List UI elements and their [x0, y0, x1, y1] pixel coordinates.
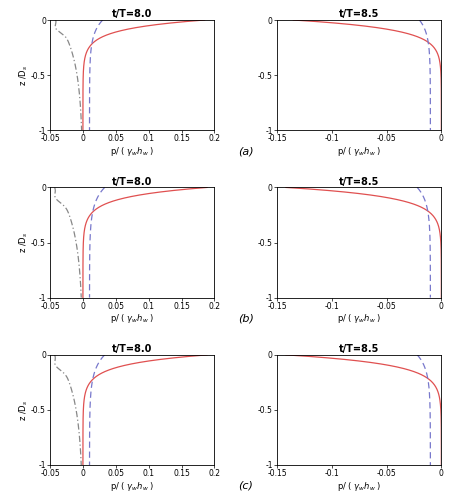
X-axis label: p/ ( $\gamma_w h_w$ ): p/ ( $\gamma_w h_w$ ) — [110, 144, 154, 158]
Y-axis label: z /D$_s$: z /D$_s$ — [17, 232, 30, 253]
Title: t/T=8.0: t/T=8.0 — [112, 176, 152, 186]
Text: (b): (b) — [238, 314, 253, 324]
X-axis label: p/ ( $\gamma_w h_w$ ): p/ ( $\gamma_w h_w$ ) — [110, 480, 154, 492]
Title: t/T=8.5: t/T=8.5 — [339, 176, 379, 186]
X-axis label: p/ ( $\gamma_w h_w$ ): p/ ( $\gamma_w h_w$ ) — [110, 312, 154, 325]
Title: t/T=8.0: t/T=8.0 — [112, 344, 152, 354]
X-axis label: p/ ( $\gamma_w h_w$ ): p/ ( $\gamma_w h_w$ ) — [337, 312, 381, 325]
Y-axis label: z /D$_s$: z /D$_s$ — [17, 399, 30, 420]
Title: t/T=8.5: t/T=8.5 — [339, 9, 379, 19]
Text: (a): (a) — [238, 146, 253, 156]
Title: t/T=8.0: t/T=8.0 — [112, 9, 152, 19]
Text: (c): (c) — [238, 481, 253, 491]
Legend: Location P1, Location P2, Location P3: Location P1, Location P2, Location P3 — [318, 229, 384, 256]
Legend: Location P1, Location P2, Location P3: Location P1, Location P2, Location P3 — [318, 62, 384, 88]
Legend: Location P1, Location P2, Location P3: Location P1, Location P2, Location P3 — [318, 396, 384, 423]
X-axis label: p/ ( $\gamma_w h_w$ ): p/ ( $\gamma_w h_w$ ) — [337, 480, 381, 492]
Y-axis label: z /D$_s$: z /D$_s$ — [17, 64, 30, 86]
X-axis label: p/ ( $\gamma_w h_w$ ): p/ ( $\gamma_w h_w$ ) — [337, 144, 381, 158]
Title: t/T=8.5: t/T=8.5 — [339, 344, 379, 354]
